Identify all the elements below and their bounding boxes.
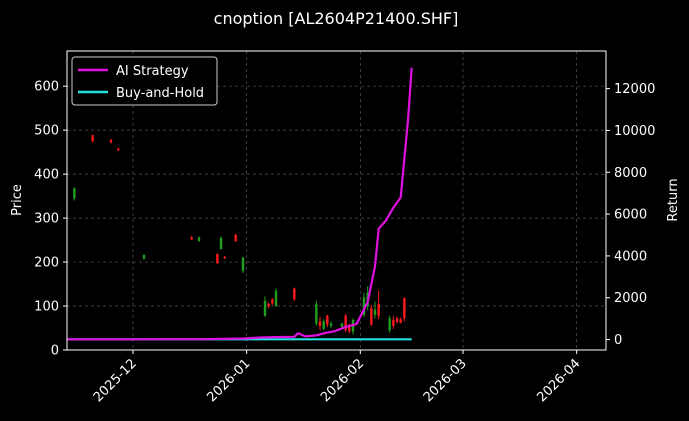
candle-body: [216, 254, 219, 263]
y-right-tick-label: 2000: [614, 291, 647, 306]
legend: AI Strategy Buy-and-Hold: [71, 56, 218, 106]
candle-body: [322, 321, 325, 329]
series-layer: [67, 67, 413, 341]
y-right-tick-label: 10000: [614, 124, 655, 139]
candle-body: [399, 319, 402, 323]
candle-body: [395, 318, 399, 322]
candle-body: [377, 303, 380, 316]
plot-frame: [66, 50, 607, 351]
candle-body: [373, 309, 377, 315]
candle-body: [318, 321, 322, 326]
candle-body: [403, 298, 406, 319]
y-left-tick-label: 600: [34, 80, 59, 95]
candle-body: [117, 148, 120, 150]
candle-body: [271, 299, 274, 304]
candle-body: [362, 297, 366, 315]
candle-body: [190, 237, 193, 240]
candle-body: [142, 255, 146, 259]
candle-body: [263, 300, 267, 316]
candle-body: [219, 237, 223, 249]
candle-body: [267, 303, 270, 307]
legend-label-ai-strategy: AI Strategy: [116, 64, 189, 79]
legend-box: [71, 56, 218, 106]
candle-body: [340, 323, 344, 328]
series-line-ai-strategy: [67, 67, 413, 341]
y-left-tick-label: 200: [34, 256, 59, 271]
y-left-tick-label: 100: [34, 300, 59, 315]
y-right-tick-label: 8000: [614, 166, 647, 181]
chart-title: cnoption [AL2604P21400.SHF]: [214, 9, 459, 28]
y-right-tick-label: 4000: [614, 249, 647, 264]
candle-body: [197, 237, 201, 241]
y-right-tick-label: 0: [614, 333, 622, 348]
candle-body: [234, 234, 237, 241]
y-right-tick-label: 12000: [614, 82, 655, 97]
candle-body: [73, 188, 76, 199]
candle-body: [326, 315, 329, 325]
candle-body: [91, 135, 94, 142]
candle-body: [241, 257, 245, 271]
y-axis-right-label: Return: [666, 178, 681, 221]
candle-body: [223, 256, 226, 259]
candle-body: [329, 323, 333, 326]
candle-body: [392, 320, 395, 326]
y-right-tick-label: 6000: [614, 208, 647, 223]
candle-body: [293, 288, 296, 300]
candle-body: [109, 139, 113, 143]
y-left-tick-label: 0: [51, 344, 59, 359]
candle-body: [315, 303, 318, 324]
candle-body: [370, 308, 373, 325]
legend-label-buy-and-hold: Buy-and-Hold: [116, 86, 204, 101]
y-left-tick-label: 300: [34, 212, 59, 227]
candles-layer: [73, 134, 406, 335]
candle-body: [274, 290, 278, 307]
candle-body: [344, 315, 347, 331]
y-left-tick-label: 500: [34, 124, 59, 139]
y-left-tick-label: 400: [34, 168, 59, 183]
candle-body: [388, 318, 391, 331]
candle-body: [348, 325, 351, 332]
y-axis-left-label: Price: [10, 184, 25, 216]
